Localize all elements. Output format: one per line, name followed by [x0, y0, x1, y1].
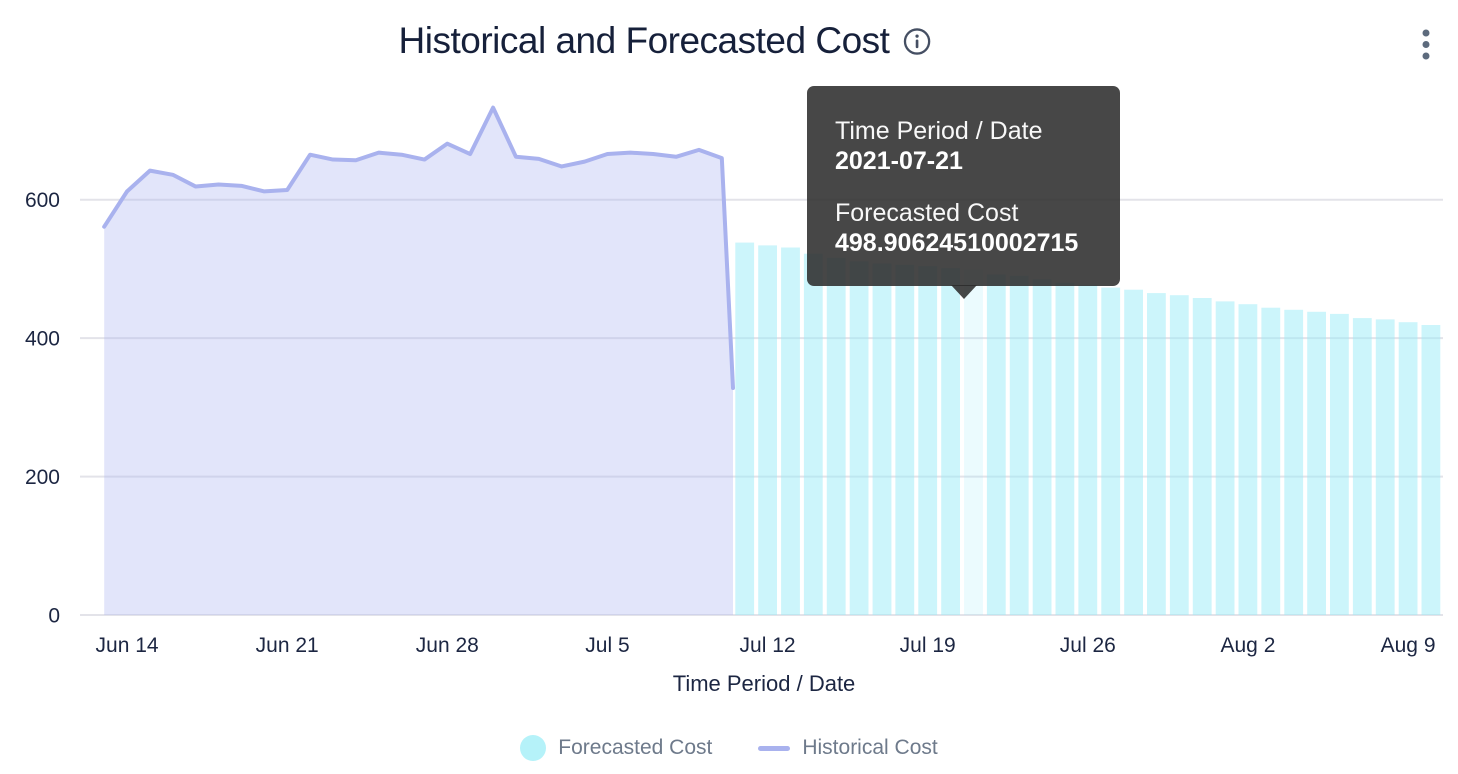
forecast-bar-highlighted[interactable]	[964, 269, 983, 615]
tooltip-row: Forecasted Cost 498.90624510002715	[835, 198, 1092, 258]
forecast-bar[interactable]	[1330, 313, 1349, 615]
chart-tooltip: Time Period / Date 2021-07-21 Forecasted…	[807, 86, 1120, 286]
historical-area[interactable]	[104, 107, 733, 615]
historical-swatch-icon	[758, 745, 791, 751]
legend-item-forecasted[interactable]: Forecasted Cost	[520, 735, 712, 761]
forecast-swatch-icon	[520, 735, 547, 761]
forecast-bar[interactable]	[1261, 307, 1281, 615]
x-tick-label: Jul 26	[1060, 634, 1116, 657]
forecast-bar[interactable]	[895, 264, 915, 615]
forecast-bar[interactable]	[872, 263, 892, 615]
forecast-bar[interactable]	[758, 245, 777, 615]
y-tick-label: 200	[25, 466, 60, 489]
forecast-bar[interactable]	[1032, 279, 1052, 615]
forecast-bar[interactable]	[1192, 298, 1212, 615]
x-tick-label: Jul 12	[740, 634, 796, 657]
forecast-bar[interactable]	[1215, 301, 1235, 615]
legend-label: Forecasted Cost	[558, 736, 713, 759]
x-tick-label: Aug 2	[1221, 634, 1276, 657]
forecast-bar[interactable]	[1307, 311, 1326, 615]
forecast-bar[interactable]	[735, 242, 755, 615]
forecast-bar[interactable]	[1055, 282, 1075, 615]
forecast-bar[interactable]	[1124, 289, 1143, 615]
tooltip-label: Time Period / Date	[835, 117, 1043, 145]
forecast-bar[interactable]	[1078, 284, 1098, 615]
forecast-bar[interactable]	[849, 261, 869, 615]
legend-label: Historical Cost	[802, 736, 938, 759]
forecast-bar[interactable]	[941, 268, 960, 615]
legend-item-historical[interactable]: Historical Cost	[758, 736, 938, 760]
page-title: Historical and Forecasted Cost	[398, 20, 890, 61]
forecast-bar[interactable]	[1352, 318, 1372, 615]
historical-line	[102, 105, 735, 390]
legend: Forecasted Cost Historical Cost	[0, 735, 1458, 761]
forecast-bar[interactable]	[1238, 304, 1258, 615]
x-tick-label: Jun 21	[256, 634, 319, 657]
kebab-menu-icon	[1422, 29, 1430, 60]
forecast-bar[interactable]	[1101, 287, 1121, 615]
tooltip-label: Forecasted Cost	[835, 199, 1019, 227]
tooltip-row: Time Period / Date 2021-07-21	[835, 116, 1092, 176]
y-tick-label: 600	[25, 189, 60, 212]
chart-menu-button[interactable]	[1414, 22, 1438, 73]
forecast-bar[interactable]	[803, 253, 823, 615]
forecast-bar[interactable]	[826, 257, 846, 615]
x-tick-label: Jun 14	[96, 634, 159, 657]
x-tick-label: Jul 19	[900, 634, 956, 657]
info-icon[interactable]	[902, 27, 931, 56]
chart-header: Historical and Forecasted Cost	[399, 20, 932, 62]
tooltip-value: 498.90624510002715	[835, 229, 1079, 257]
forecast-bar[interactable]	[1284, 309, 1304, 615]
x-tick-label: Jul 5	[585, 634, 629, 657]
forecast-bar[interactable]	[1009, 275, 1029, 615]
y-tick-label: 400	[25, 328, 60, 351]
y-tick-label: 0	[48, 605, 60, 628]
forecast-bar[interactable]	[1147, 293, 1166, 615]
forecast-bar[interactable]	[781, 247, 800, 616]
forecast-bar[interactable]	[1169, 295, 1189, 615]
forecast-bar[interactable]	[1421, 325, 1441, 615]
x-tick-label: Aug 9	[1381, 634, 1436, 657]
tooltip-value: 2021-07-21	[835, 147, 963, 175]
forecast-bar[interactable]	[1375, 319, 1395, 615]
forecast-bar[interactable]	[986, 274, 1006, 616]
x-tick-label: Jun 28	[416, 634, 479, 657]
forecast-bar[interactable]	[918, 266, 938, 615]
x-axis-label: Time Period / Date	[672, 671, 856, 696]
forecast-bar[interactable]	[1398, 322, 1418, 615]
